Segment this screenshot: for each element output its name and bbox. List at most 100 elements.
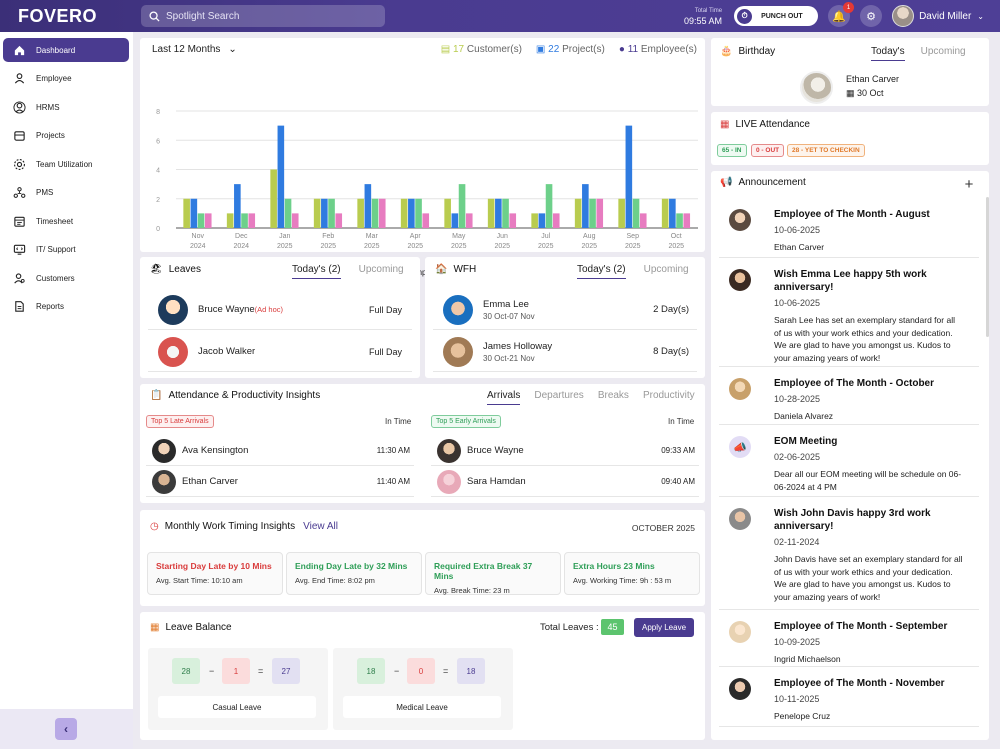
bar-employees-left[interactable]: [378, 198, 386, 228]
bar-customer[interactable]: [531, 213, 538, 228]
bar-employees-onboarded[interactable]: [458, 184, 466, 228]
bar-customer[interactable]: [400, 198, 408, 228]
bar-employees-onboarded[interactable]: [241, 213, 248, 228]
announcement-item[interactable]: Employee of The Month - October 10-28-202…: [719, 369, 979, 425]
tab-leaves-today[interactable]: Today's (2): [292, 264, 341, 279]
sidebar-item-team-utilization[interactable]: Team Utilization: [3, 152, 129, 176]
bar-employees-left[interactable]: [248, 213, 256, 228]
bar-employees-onboarded[interactable]: [502, 198, 509, 228]
bar-customer[interactable]: [183, 198, 190, 228]
bar-customer[interactable]: [357, 198, 364, 228]
tab-departures[interactable]: Departures: [534, 390, 584, 401]
list-item[interactable]: James Holloway 30 Oct-21 Nov 8 Day(s): [433, 332, 697, 372]
bar-employees-onboarded[interactable]: [545, 184, 553, 228]
bar-employees-onboarded[interactable]: [197, 213, 205, 228]
bar-employees-left[interactable]: [639, 213, 647, 228]
bar-projects[interactable]: [408, 198, 415, 228]
period-dropdown[interactable]: Last 12 Months ⌄: [152, 44, 237, 55]
live-out-badge[interactable]: 0 - OUT: [751, 144, 785, 157]
bar-employees-left[interactable]: [291, 213, 299, 228]
bar-employees-onboarded[interactable]: [589, 198, 596, 228]
bar-customer[interactable]: [444, 198, 451, 228]
bar-projects[interactable]: [495, 198, 502, 228]
table-row[interactable]: Ava Kensington 11:30 AM: [146, 436, 414, 466]
bar-projects[interactable]: [625, 125, 633, 228]
bar-projects[interactable]: [234, 184, 241, 228]
bar-customer[interactable]: [270, 169, 277, 229]
sidebar-item-hrms[interactable]: HRMS: [3, 95, 129, 119]
scrollbar[interactable]: [986, 197, 989, 337]
tab-arrivals[interactable]: Arrivals: [487, 390, 521, 405]
bar-projects[interactable]: [538, 213, 546, 228]
announcement-item[interactable]: Employee of The Month - September 10-09-2…: [719, 612, 979, 667]
announcement-item[interactable]: Wish John Davis happy 3rd work anniversa…: [719, 499, 979, 610]
bar-customer[interactable]: [618, 198, 625, 228]
announcement-item[interactable]: 📣 EOM Meeting 02-06-2025 Dear all our EOM m…: [719, 427, 979, 497]
bar-employees-left[interactable]: [596, 198, 604, 228]
announcement-item[interactable]: Employee of The Month - August 10-06-2025…: [719, 200, 979, 258]
timing-stat-card[interactable]: Starting Day Late by 10 Mins Avg. Start T…: [147, 552, 283, 595]
punch-out-button[interactable]: ⏱ PUNCH OUT: [734, 6, 819, 26]
bar-projects[interactable]: [582, 184, 589, 228]
notification-button[interactable]: 🔔 1: [828, 2, 855, 27]
search-input[interactable]: Spotlight Search: [141, 5, 385, 27]
brand-logo[interactable]: FOVERO: [18, 5, 98, 26]
bar-employees-left[interactable]: [204, 213, 212, 228]
bar-employees-onboarded[interactable]: [415, 198, 422, 228]
add-announcement-button[interactable]: +: [959, 174, 979, 194]
bar-employees-left[interactable]: [552, 213, 560, 228]
bar-customer[interactable]: [574, 198, 582, 228]
bar-customer[interactable]: [487, 198, 495, 228]
live-yet-badge[interactable]: 28 - YET TO CHECKIN: [787, 144, 865, 157]
apply-leave-button[interactable]: Apply Leave: [634, 618, 694, 637]
bar-projects[interactable]: [364, 184, 372, 228]
settings-button[interactable]: ⚙: [860, 5, 883, 27]
bar-employees-left[interactable]: [509, 213, 517, 228]
bar-employees-onboarded[interactable]: [371, 198, 379, 228]
timing-stat-card[interactable]: Ending Day Late by 32 Mins Avg. End Time:…: [286, 552, 422, 595]
tab-birthday-today[interactable]: Today's: [871, 46, 905, 61]
bar-employees-onboarded[interactable]: [284, 198, 292, 228]
bar-customer[interactable]: [313, 198, 321, 228]
tab-wfh-today[interactable]: Today's (2): [577, 264, 626, 279]
live-in-badge[interactable]: 65 - IN: [717, 144, 747, 157]
list-item[interactable]: Emma Lee 30 Oct-07 Nov 2 Day(s): [433, 290, 697, 330]
bar-employees-left[interactable]: [335, 213, 343, 228]
announcement-item[interactable]: Employee of The Month - November 10-11-20…: [719, 669, 979, 727]
view-all-link[interactable]: View All: [303, 521, 338, 532]
sidebar-item-it-support[interactable]: IT/ Support: [3, 238, 129, 262]
sidebar-item-employee[interactable]: Employee: [3, 67, 129, 91]
list-item[interactable]: Bruce Wayne(Ad hoc) Full Day: [148, 290, 412, 330]
bar-projects[interactable]: [669, 198, 676, 228]
bar-projects[interactable]: [451, 213, 459, 228]
tab-leaves-upcoming[interactable]: Upcoming: [358, 264, 404, 275]
table-row[interactable]: Sara Hamdan 09:40 AM: [431, 467, 699, 497]
list-item[interactable]: Jacob Walker Full Day: [148, 332, 412, 372]
timing-stat-card[interactable]: Required Extra Break 37 Mins Avg. Break T…: [425, 552, 561, 595]
timing-stat-card[interactable]: Extra Hours 23 Mins Avg. Working Time: 9h…: [564, 552, 700, 595]
bar-employees-left[interactable]: [683, 213, 691, 228]
bar-employees-onboarded[interactable]: [632, 198, 640, 228]
user-menu[interactable]: David Miller ⌄: [892, 5, 984, 27]
sidebar-item-dashboard[interactable]: Dashboard: [3, 38, 129, 62]
bar-employees-left[interactable]: [422, 213, 430, 228]
bar-projects[interactable]: [190, 198, 198, 228]
tab-wfh-upcoming[interactable]: Upcoming: [643, 264, 689, 275]
bar-employees-left[interactable]: [465, 213, 473, 228]
sidebar-item-reports[interactable]: Reports: [3, 295, 129, 319]
table-row[interactable]: Ethan Carver 11:40 AM: [146, 467, 414, 497]
bar-customer[interactable]: [226, 213, 234, 228]
sidebar-item-pms[interactable]: PMS: [3, 181, 129, 205]
bar-projects[interactable]: [277, 125, 285, 228]
table-row[interactable]: Bruce Wayne 09:33 AM: [431, 436, 699, 466]
bar-projects[interactable]: [321, 198, 328, 228]
collapse-sidebar-button[interactable]: ‹: [55, 718, 77, 740]
bar-employees-onboarded[interactable]: [328, 198, 335, 228]
tab-breaks[interactable]: Breaks: [597, 390, 629, 401]
sidebar-item-timesheet[interactable]: Timesheet: [3, 209, 129, 233]
tab-productivity[interactable]: Productivity: [642, 390, 695, 401]
bar-customer[interactable]: [661, 198, 669, 228]
sidebar-item-projects[interactable]: Projects: [3, 124, 129, 148]
announcement-item[interactable]: Wish Emma Lee happy 5th work anniversary…: [719, 260, 979, 367]
bar-employees-onboarded[interactable]: [676, 213, 683, 228]
